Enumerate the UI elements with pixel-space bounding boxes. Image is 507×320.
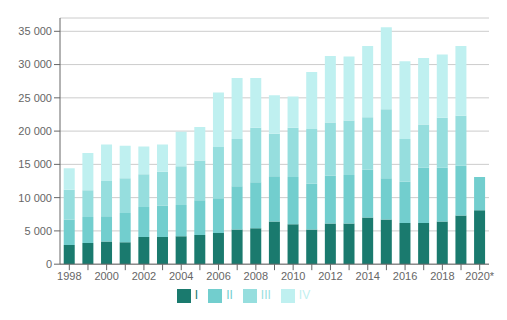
svg-text:25 000: 25 000 <box>18 92 52 104</box>
svg-text:2006: 2006 <box>206 270 230 282</box>
svg-text:0: 0 <box>46 258 52 270</box>
svg-text:2012: 2012 <box>318 270 342 282</box>
html-text:II: II <box>226 288 233 303</box>
svg-text:2014: 2014 <box>356 270 380 282</box>
svg-text:30 000: 30 000 <box>18 58 52 70</box>
svg-text:2018: 2018 <box>430 270 454 282</box>
svg-text:5 000: 5 000 <box>24 225 52 237</box>
svg-text:2002: 2002 <box>132 270 156 282</box>
svg-text:20 000: 20 000 <box>18 125 52 137</box>
svg-text:2004: 2004 <box>169 270 193 282</box>
html-text:III: III <box>260 288 271 303</box>
svg-text:2016: 2016 <box>393 270 417 282</box>
svg-text:35 000: 35 000 <box>18 25 52 37</box>
svg-text:2008: 2008 <box>244 270 268 282</box>
svg-text:10 000: 10 000 <box>18 192 52 204</box>
html-text:I: I <box>194 288 199 303</box>
svg-text:15 000: 15 000 <box>18 158 52 170</box>
svg-text:2020*: 2020* <box>465 270 494 282</box>
svg-text:2010: 2010 <box>281 270 305 282</box>
svg-text:1998: 1998 <box>57 270 81 282</box>
svg-text:2000: 2000 <box>94 270 118 282</box>
html-text:IV: IV <box>298 288 311 303</box>
